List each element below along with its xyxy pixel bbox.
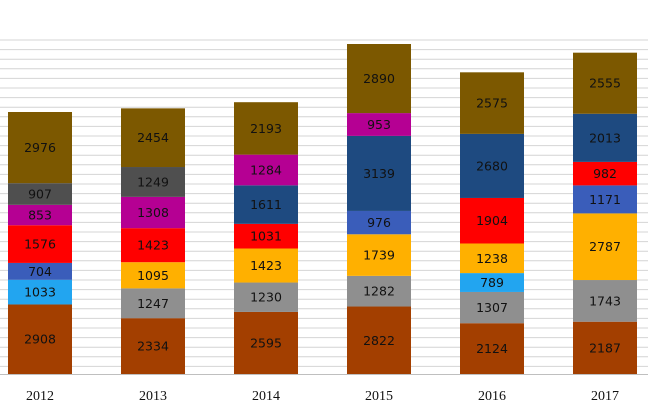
bar-segment [347, 210, 411, 235]
data-label: 2555 [589, 76, 621, 91]
data-label: 2454 [137, 130, 169, 145]
data-label: 1238 [476, 251, 508, 266]
data-label: 1095 [137, 268, 169, 283]
bar-segment [234, 311, 298, 374]
bar-segment [347, 44, 411, 114]
bar-segment [8, 183, 72, 205]
data-label: 1611 [250, 197, 282, 212]
data-label: 2680 [476, 158, 508, 173]
x-tick-label: 2016 [478, 389, 506, 404]
data-label: 2187 [589, 340, 621, 355]
data-label: 1423 [250, 258, 282, 273]
bar-segment [347, 113, 411, 136]
data-label: 2787 [589, 239, 621, 254]
data-label: 1282 [363, 284, 395, 299]
x-tick-label: 2017 [591, 389, 619, 404]
bar-segment [8, 279, 72, 305]
bar-segment [234, 248, 298, 283]
bar-segment [347, 234, 411, 276]
bar-segment [573, 321, 637, 374]
bar-segment [121, 262, 185, 289]
data-label: 1576 [24, 237, 56, 252]
data-label: 2575 [476, 96, 508, 111]
bar-segment [460, 133, 524, 198]
bar-segment [121, 288, 185, 319]
data-label: 2334 [137, 339, 169, 354]
bar-segment [573, 280, 637, 322]
data-label: 2595 [250, 335, 282, 350]
bar-segment [8, 262, 72, 280]
data-label: 1743 [589, 293, 621, 308]
data-label: 2124 [476, 341, 508, 356]
data-label: 953 [367, 117, 391, 132]
data-label: 1739 [363, 248, 395, 263]
gridlines [0, 39, 648, 367]
bar-segment [234, 102, 298, 155]
bar-segment [460, 323, 524, 374]
bar-segment [573, 161, 637, 186]
data-label: 976 [367, 215, 391, 230]
bar-segment [8, 112, 72, 184]
data-label: 1423 [137, 238, 169, 253]
data-label: 3139 [363, 166, 395, 181]
bar-segment [121, 108, 185, 168]
data-label: 704 [28, 264, 52, 279]
bar-segment [8, 204, 72, 226]
bar-segment [573, 213, 637, 281]
x-tick-label: 2015 [365, 389, 393, 404]
bar-segment [121, 318, 185, 374]
bar-segment [460, 197, 524, 244]
data-label: 2822 [363, 333, 395, 348]
data-label: 1247 [137, 296, 169, 311]
data-label: 2013 [589, 130, 621, 145]
x-tick-label: 2013 [139, 389, 167, 404]
x-tick-label: 2014 [252, 389, 280, 404]
bar-segment [8, 225, 72, 263]
data-label: 2908 [24, 332, 56, 347]
bar-segment [234, 154, 298, 186]
x-tick-labels: 2012 2013 2014 2015 2016 2017 [26, 389, 619, 404]
bar-segment [121, 228, 185, 263]
data-label: 853 [28, 208, 52, 223]
data-label: 1307 [476, 300, 508, 315]
data-label: 1230 [250, 290, 282, 305]
x-tick-label: 2012 [26, 389, 54, 404]
bar-segment [347, 306, 411, 374]
bar-segment [234, 282, 298, 312]
data-label: 1284 [250, 162, 282, 177]
data-label: 2976 [24, 140, 56, 155]
bar-segment [121, 196, 185, 229]
data-label: 1033 [24, 285, 56, 300]
bar-segment [460, 291, 524, 324]
bar-segment [121, 167, 185, 197]
data-label: 789 [480, 275, 504, 290]
bar-segment [347, 135, 411, 211]
bar-segment [8, 304, 72, 374]
bars-group: 2908 1033 704 1576 853 907 2976 2334 1247 1095 142… [8, 44, 637, 374]
bar-segment [234, 185, 298, 224]
bar-segment [234, 223, 298, 249]
bar-segment [460, 243, 524, 274]
bar-segment [573, 113, 637, 162]
data-label: 982 [593, 166, 617, 181]
data-label: 1308 [137, 205, 169, 220]
bar-segment [573, 52, 637, 114]
bar-segment [460, 72, 524, 134]
bar-segment [573, 185, 637, 214]
data-label: 1904 [476, 213, 508, 228]
data-label: 1171 [589, 192, 621, 207]
data-label: 1249 [137, 174, 169, 189]
data-label: 2890 [363, 71, 395, 86]
bar-segment [460, 273, 524, 292]
bar-segment [347, 275, 411, 307]
data-label: 907 [28, 187, 52, 202]
data-label: 1031 [250, 229, 282, 244]
data-label: 2193 [250, 121, 282, 136]
